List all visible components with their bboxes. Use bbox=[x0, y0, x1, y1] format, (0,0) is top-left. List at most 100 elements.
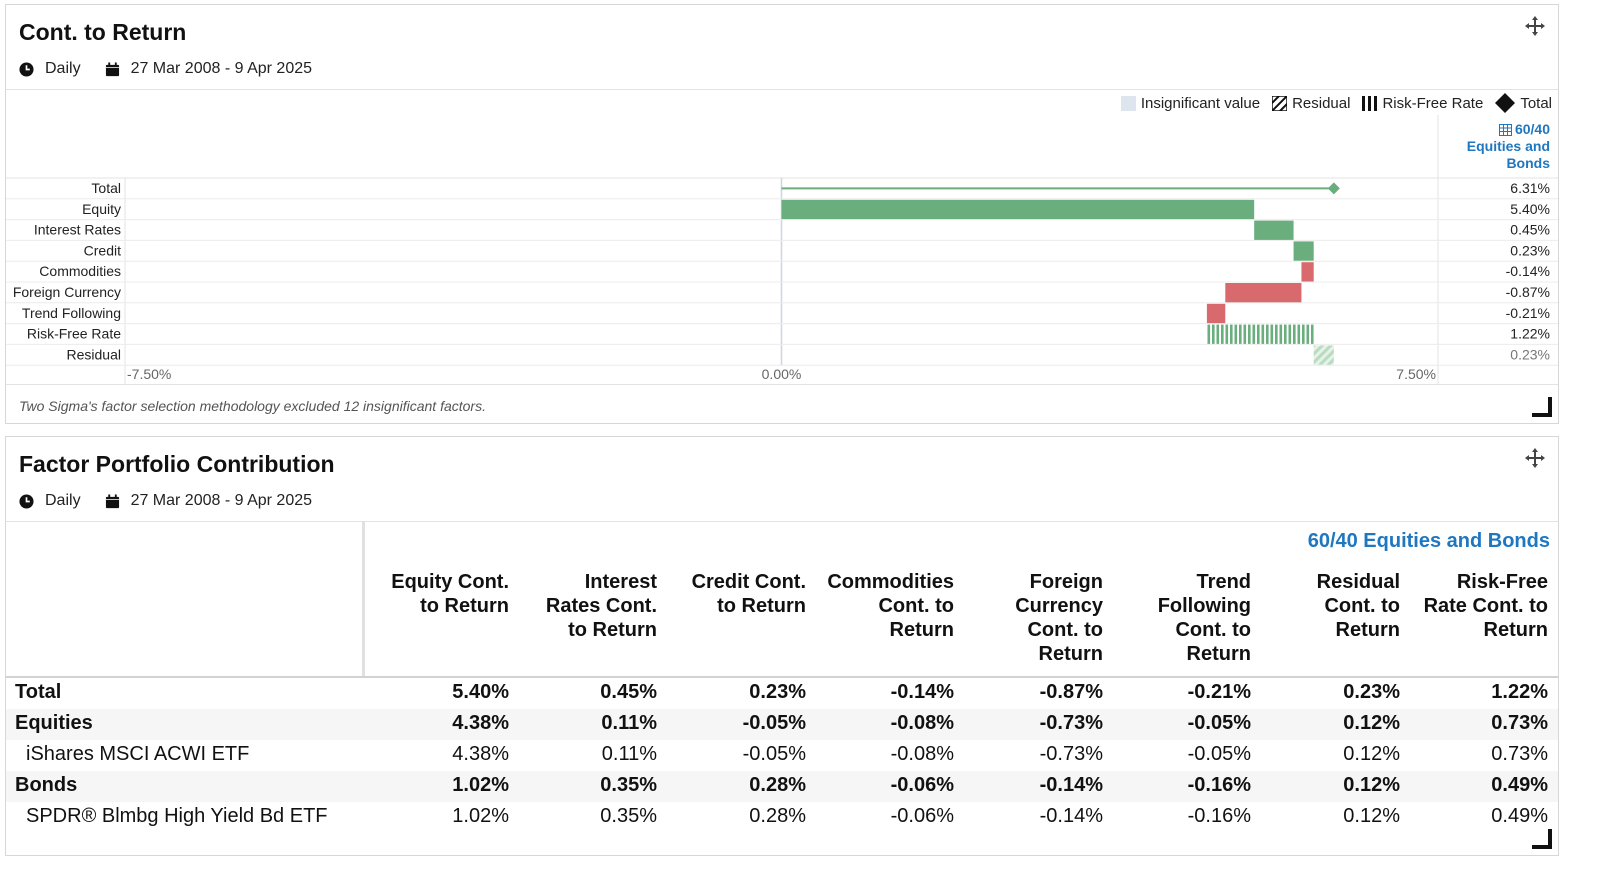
column-header-line: Return bbox=[889, 619, 954, 641]
column-divider bbox=[362, 522, 365, 676]
legend-label: Residual bbox=[1292, 94, 1351, 112]
chart-legend: Insignificant value Residual Risk-Free R… bbox=[1109, 93, 1552, 113]
residual-swatch-icon bbox=[1272, 95, 1288, 111]
portfolio-link-line: Bonds bbox=[1506, 155, 1550, 171]
category-label: Equity bbox=[82, 201, 121, 217]
table-cell: -0.87% bbox=[1039, 681, 1103, 703]
value-label: -0.21% bbox=[1506, 305, 1550, 321]
table-cell: 1.02% bbox=[452, 774, 509, 796]
portfolio-name-link[interactable]: 60/40 Equities and Bonds bbox=[1307, 530, 1550, 552]
table-body: Total 5.40% 0.45% 0.23% -0.14% -0.87% -0.21% 0.… bbox=[6, 678, 1558, 833]
column-header-line: Commodities bbox=[827, 571, 954, 593]
column-header-line: Currency bbox=[1015, 595, 1103, 617]
category-label: Residual bbox=[67, 346, 121, 362]
column-header[interactable]: Foreign Currency Cont. to Return bbox=[963, 570, 1103, 666]
contribution-bar bbox=[781, 199, 1255, 220]
table-cell: -0.73% bbox=[1039, 743, 1103, 765]
table-cell: -0.06% bbox=[890, 774, 954, 796]
column-header[interactable]: Trend Following Cont. to Return bbox=[1111, 570, 1251, 666]
resize-handle-icon[interactable] bbox=[1532, 397, 1552, 417]
table-cell: 0.12% bbox=[1343, 743, 1400, 765]
legend-insignificant[interactable]: Insignificant value bbox=[1120, 94, 1261, 112]
value-label: 0.45% bbox=[1510, 222, 1550, 238]
contribution-bar bbox=[1206, 324, 1314, 344]
table-grid-icon bbox=[1498, 124, 1512, 136]
table-cell: -0.16% bbox=[1187, 805, 1251, 827]
table-cell: -0.21% bbox=[1187, 681, 1251, 703]
panel-title: Factor Portfolio Contribution bbox=[19, 451, 335, 477]
table-cell: 0.49% bbox=[1491, 805, 1548, 827]
value-label: 0.23% bbox=[1510, 346, 1550, 362]
table-cell: -0.06% bbox=[890, 805, 954, 827]
column-header[interactable]: Residual Cont. to Return bbox=[1260, 570, 1400, 642]
legend-residual[interactable]: Residual bbox=[1272, 95, 1350, 112]
table-cell: 0.12% bbox=[1343, 774, 1400, 796]
table-row: iShares MSCI ACWI ETF 4.38% 0.11% -0.05% -0.… bbox=[6, 740, 1558, 771]
category-label: Interest Rates bbox=[34, 222, 121, 238]
legend-total[interactable]: Total bbox=[1495, 93, 1552, 113]
table-row: Equities 4.38% 0.11% -0.05% -0.08% -0.73% -0.0… bbox=[6, 709, 1558, 740]
factor-portfolio-contribution-panel: Factor Portfolio Contribution Daily 27 M… bbox=[5, 436, 1559, 856]
category-label: Credit bbox=[84, 242, 121, 258]
table-cell: -0.05% bbox=[742, 743, 806, 765]
table-cell: -0.08% bbox=[890, 712, 954, 734]
column-header-line: Equity Cont. bbox=[391, 571, 509, 593]
column-header[interactable]: Risk-Free Rate Cont. to Return bbox=[1408, 570, 1548, 642]
column-header-line: Credit Cont. bbox=[691, 571, 806, 593]
category-label: Foreign Currency bbox=[13, 284, 121, 300]
table-cell: -0.05% bbox=[1187, 712, 1251, 734]
category-label: Trend Following bbox=[22, 305, 121, 321]
column-header-line: Return bbox=[1038, 643, 1103, 665]
frequency-label: Daily bbox=[45, 60, 81, 77]
table-cell: 0.35% bbox=[600, 774, 657, 796]
table-cell: -0.05% bbox=[1187, 743, 1251, 765]
column-header-line: Following bbox=[1157, 595, 1251, 617]
legend-label: Insignificant value bbox=[1140, 94, 1261, 112]
date-range-label: 27 Mar 2008 - 9 Apr 2025 bbox=[130, 60, 313, 77]
table-cell: 0.28% bbox=[749, 805, 806, 827]
contribution-waterfall-chart: Total 6.31% Equity 5.40% Interest Rates 0.45%… bbox=[6, 115, 1558, 385]
calendar-icon bbox=[105, 61, 119, 76]
contribution-bar bbox=[1225, 283, 1302, 303]
column-header-line: Cont. to bbox=[1027, 619, 1103, 641]
contribution-bar bbox=[1254, 220, 1294, 240]
total-diamond-icon bbox=[1495, 93, 1516, 113]
chart-meta: Daily 27 Mar 2008 - 9 Apr 2025 bbox=[19, 60, 312, 78]
table-meta: Daily 27 Mar 2008 - 9 Apr 2025 bbox=[19, 492, 312, 510]
resize-handle-icon[interactable] bbox=[1532, 829, 1552, 849]
contribution-bar bbox=[1206, 303, 1226, 324]
column-header-line: Interest bbox=[584, 571, 657, 593]
move-icon[interactable] bbox=[1524, 447, 1546, 469]
row-label: Bonds bbox=[15, 774, 78, 796]
column-header[interactable]: Commodities Cont. to Return bbox=[814, 570, 954, 642]
table-cell: 0.11% bbox=[601, 743, 657, 765]
table-cell: -0.14% bbox=[1039, 774, 1103, 796]
column-header-line: to Return bbox=[568, 619, 657, 641]
move-icon[interactable] bbox=[1524, 15, 1546, 37]
table-cell: 0.49% bbox=[1491, 774, 1548, 796]
portfolio-link-line: 60/40 bbox=[1514, 121, 1550, 137]
column-header[interactable]: Equity Cont. to Return bbox=[369, 570, 509, 618]
table-cell: 5.40% bbox=[452, 681, 509, 703]
table-cell: 1.02% bbox=[452, 805, 509, 827]
value-label: -0.14% bbox=[1506, 263, 1550, 279]
column-header-line: Rate Cont. to bbox=[1423, 595, 1548, 617]
table-cell: 4.38% bbox=[452, 712, 509, 734]
column-header[interactable]: Interest Rates Cont. to Return bbox=[517, 570, 657, 642]
category-label: Total bbox=[91, 180, 121, 196]
table-cell: 0.12% bbox=[1343, 712, 1400, 734]
table-cell: -0.05% bbox=[742, 712, 806, 734]
table-cell: 0.23% bbox=[749, 681, 806, 703]
legend-risk-free[interactable]: Risk-Free Rate bbox=[1362, 95, 1483, 112]
table-cell: 0.73% bbox=[1491, 743, 1548, 765]
value-label: 6.31% bbox=[1510, 180, 1550, 196]
insignificant-swatch-icon bbox=[1120, 95, 1136, 111]
clock-icon bbox=[19, 61, 34, 77]
column-header[interactable]: Credit Cont. to Return bbox=[666, 570, 806, 618]
x-tick-label: 0.00% bbox=[762, 366, 802, 382]
column-header-line: Trend bbox=[1196, 571, 1251, 593]
column-header-line: Cont. to bbox=[1324, 595, 1400, 617]
table-cell: 0.45% bbox=[600, 681, 657, 703]
column-header-line: to Return bbox=[717, 595, 806, 617]
portfolio-link[interactable]: 60/40 Equities and Bonds bbox=[1467, 121, 1550, 172]
